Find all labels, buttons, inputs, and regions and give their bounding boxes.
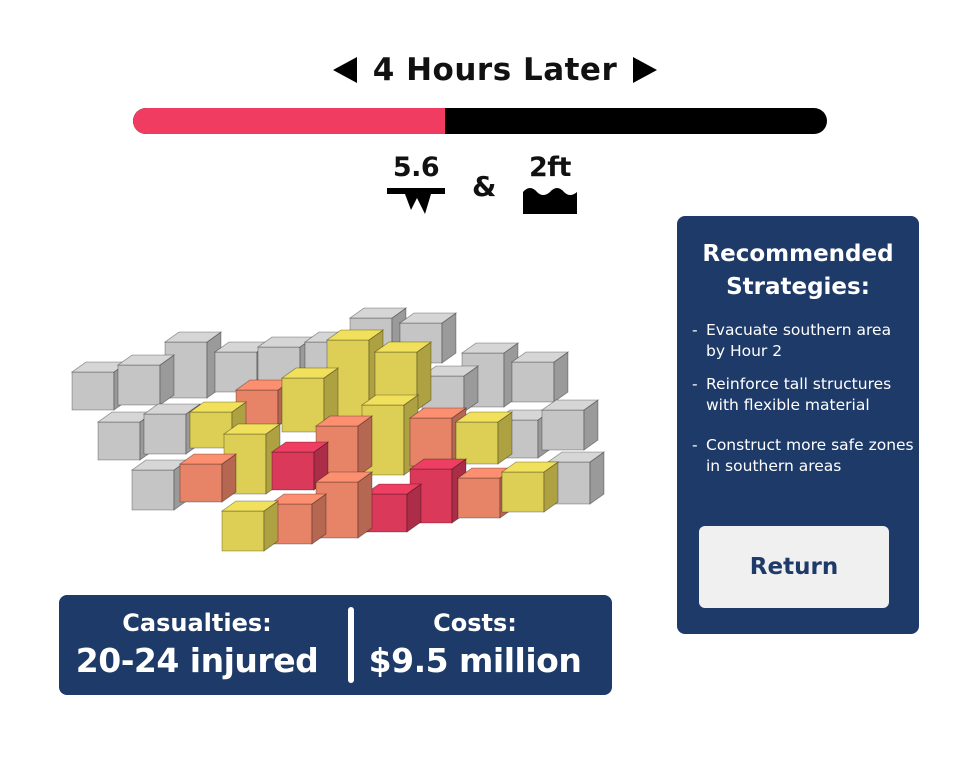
building-block: [116, 354, 176, 406]
flood-depth: 2ft: [518, 152, 582, 220]
costs-label: Costs:: [433, 609, 517, 637]
stats-divider: [348, 607, 354, 683]
building-block: [510, 351, 570, 403]
casualties-value: 20-24 injured: [75, 641, 319, 680]
earthquake-magnitude: 5.6: [380, 152, 452, 220]
building-block: [220, 500, 280, 552]
previous-time-button[interactable]: [330, 53, 360, 87]
flood-depth-value: 2ft: [529, 152, 571, 183]
building-block: [500, 461, 560, 513]
costs-value: $9.5 million: [368, 641, 582, 680]
seismograph-icon: [387, 188, 445, 214]
strategies-list: Evacuate southern area by Hour 2 Reinfor…: [692, 320, 914, 489]
city-damage-map: [70, 307, 606, 552]
water-wave-icon: [523, 188, 577, 214]
building-block: [270, 441, 330, 491]
building-block: [314, 471, 374, 539]
strategy-item: Evacuate southern area by Hour 2: [692, 320, 914, 362]
casualties-stat: Casualties: 20-24 injured: [59, 595, 335, 680]
strategies-title: Recommended Strategies:: [702, 241, 894, 300]
building-block: [454, 411, 514, 465]
impact-stats-panel: Casualties: 20-24 injured Costs: $9.5 mi…: [59, 595, 612, 695]
triangle-right-icon: [632, 57, 657, 83]
triangle-left-icon: [333, 57, 357, 83]
time-navigator: 4 Hours Later: [330, 44, 660, 96]
return-button[interactable]: Return: [699, 526, 889, 608]
building-block: [268, 493, 328, 545]
recommended-strategies-panel: Recommended Strategies: Evacuate souther…: [677, 216, 919, 634]
time-title: 4 Hours Later: [372, 52, 618, 88]
next-time-button[interactable]: [630, 53, 660, 87]
strategy-item: Construct more safe zones in southern ar…: [692, 435, 914, 477]
building-block: [178, 453, 238, 503]
progress-fill: [133, 108, 446, 134]
building-block: [360, 394, 420, 476]
metric-connector: &: [472, 170, 497, 203]
magnitude-value: 5.6: [392, 152, 440, 183]
time-progress-bar[interactable]: [133, 108, 827, 134]
costs-stat: Costs: $9.5 million: [337, 595, 613, 680]
casualties-label: Casualties:: [122, 609, 272, 637]
building-block: [363, 483, 423, 533]
building-block: [540, 399, 600, 451]
strategy-item: Reinforce tall structures with flexible …: [692, 374, 914, 416]
